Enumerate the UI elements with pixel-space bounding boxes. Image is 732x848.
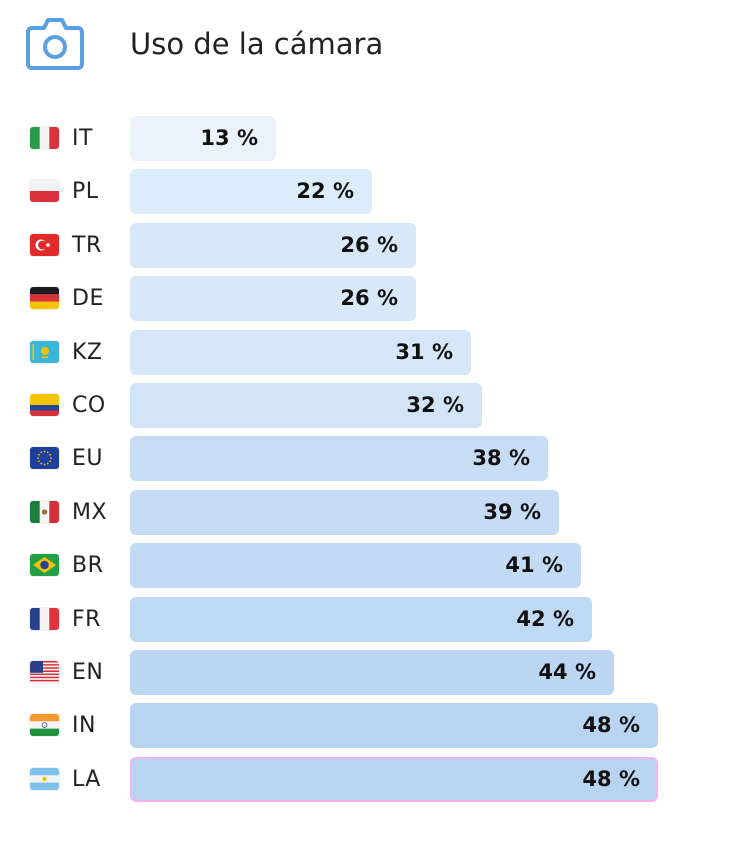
- category-label: EU: [72, 446, 104, 472]
- bar: 42 %: [130, 596, 592, 642]
- data-label: 26 %: [340, 286, 398, 311]
- chart-row: FR 42 %: [0, 596, 732, 642]
- camera-lens: [43, 35, 67, 59]
- chart-row: IN 48 %: [0, 703, 732, 749]
- argentina-flag-icon: [30, 767, 59, 790]
- germany-flag-icon: [30, 287, 59, 310]
- brazil-flag-icon: [30, 554, 59, 577]
- data-label: 48 %: [582, 713, 640, 738]
- bar: 44 %: [130, 650, 614, 695]
- category-label: CO: [72, 393, 106, 418]
- category-label: KZ: [72, 339, 103, 365]
- data-label: 41 %: [505, 553, 563, 578]
- bar: 39 %: [130, 489, 559, 535]
- camera-icon: [26, 18, 84, 70]
- chart-row: IT 13 %: [0, 116, 732, 161]
- bar: 48 %: [130, 756, 658, 802]
- bar: 41 %: [130, 543, 581, 589]
- category-label: TR: [72, 232, 102, 258]
- category-label: PL: [72, 179, 99, 205]
- bar: 31 %: [130, 329, 471, 375]
- bar: 26 %: [130, 276, 416, 322]
- france-flag-icon: [30, 607, 59, 630]
- data-label: 48 %: [582, 766, 640, 791]
- european-union-flag-icon: [30, 447, 59, 470]
- chart-row: KZ 31 %: [0, 329, 732, 375]
- data-label: 13 %: [200, 126, 258, 150]
- colombia-flag-icon: [30, 394, 59, 416]
- category-label: IN: [72, 713, 96, 739]
- data-label: 44 %: [538, 660, 596, 684]
- data-label: 22 %: [296, 179, 354, 204]
- bar: 22 %: [130, 169, 372, 215]
- turkey-flag-icon: [30, 233, 59, 256]
- chart-row: TR 26 %: [0, 222, 732, 268]
- category-label: DE: [72, 286, 104, 312]
- chart-row: LA 48 %: [0, 756, 732, 802]
- chart-row: DE 26 %: [0, 276, 732, 322]
- data-label: 42 %: [516, 606, 574, 631]
- italy-flag-icon: [30, 127, 59, 149]
- usa-flag-icon: [30, 661, 59, 683]
- chart-row: MX 39 %: [0, 489, 732, 535]
- bar: 38 %: [130, 436, 548, 482]
- chart-row: CO 32 %: [0, 383, 732, 428]
- india-flag-icon: [30, 714, 59, 737]
- chart-row: EN 44 %: [0, 650, 732, 695]
- mexico-flag-icon: [30, 500, 59, 523]
- category-label: LA: [72, 766, 101, 792]
- chart-row: BR 41 %: [0, 543, 732, 589]
- page-title: Uso de la cámara: [130, 27, 384, 61]
- category-label: FR: [72, 606, 101, 632]
- bar: 48 %: [130, 703, 658, 749]
- bar: 32 %: [130, 383, 482, 428]
- chart-row: PL 22 %: [0, 169, 732, 215]
- data-label: 26 %: [340, 232, 398, 257]
- header: Uso de la cámara: [0, 0, 732, 100]
- data-label: 32 %: [406, 393, 464, 417]
- category-label: EN: [72, 660, 104, 685]
- bar: 13 %: [130, 116, 276, 161]
- data-label: 31 %: [395, 339, 453, 364]
- category-label: IT: [72, 126, 93, 151]
- poland-flag-icon: [30, 180, 59, 203]
- category-label: MX: [72, 499, 108, 525]
- bar: 26 %: [130, 222, 416, 268]
- category-label: BR: [72, 553, 104, 579]
- data-label: 38 %: [472, 446, 530, 471]
- chart-row: EU 38 %: [0, 436, 732, 482]
- kazakhstan-flag-icon: [30, 340, 59, 363]
- data-label: 39 %: [483, 499, 541, 524]
